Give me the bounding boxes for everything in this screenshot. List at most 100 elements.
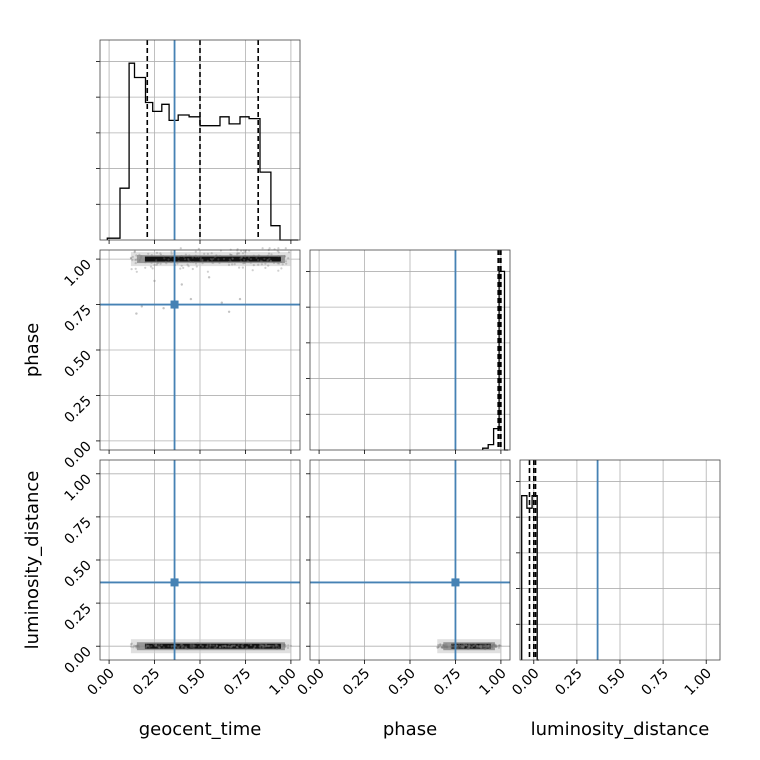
scatter-geocent_time-vs-luminosity_distance-sample (283, 643, 286, 647)
scatter-geocent_time-vs-phase-sample (187, 257, 190, 261)
scatter-geocent_time-vs-phase-sample (229, 253, 232, 256)
scatter-geocent_time-vs-phase-sample (191, 267, 194, 271)
scatter-geocent_time-vs-luminosity_distance-sample (230, 645, 233, 648)
scatter-geocent_time-vs-luminosity_distance-sample (265, 644, 268, 648)
scatter-phase-vs-luminosity_distance-sample (440, 646, 443, 649)
scatter-phase-vs-luminosity_distance-sample (498, 644, 501, 648)
scatter-geocent_time-vs-phase-sample (249, 258, 253, 261)
scatter-geocent_time-vs-phase-sample (192, 261, 195, 264)
scatter-geocent_time-vs-phase-truth-marker (170, 300, 179, 309)
scatter-geocent_time-vs-phase-sample (159, 262, 162, 265)
scatter-geocent_time-vs-phase-sample (140, 255, 143, 258)
scatter-geocent_time-vs-luminosity_distance-sample (158, 646, 161, 649)
scatter-geocent_time-vs-luminosity_distance-sample (219, 645, 222, 649)
scatter-geocent_time-vs-luminosity_distance-sample (209, 644, 212, 647)
scatter-geocent_time-vs-luminosity_distance-sample (197, 645, 200, 648)
scatter-geocent_time-vs-luminosity_distance-sample (192, 644, 195, 648)
scatter-geocent_time-vs-phase-sample (201, 262, 204, 265)
scatter-geocent_time-vs-phase-sample (197, 247, 200, 250)
scatter-geocent_time-vs-luminosity_distance-sample (252, 647, 256, 650)
scatter-geocent_time-vs-luminosity_distance-sample (205, 645, 208, 648)
scatter-geocent_time-vs-phase-sample (217, 258, 220, 261)
scatter-phase-vs-luminosity_distance-sample (490, 644, 494, 647)
scatter-phase-vs-luminosity_distance-sample (450, 645, 453, 648)
scatter-phase-vs-luminosity_distance-sample (476, 644, 479, 647)
scatter-geocent_time-vs-luminosity_distance-sample (247, 642, 250, 645)
scatter-phase-vs-luminosity_distance-sample (467, 644, 471, 648)
scatter-geocent_time-vs-luminosity_distance-truth-marker (170, 578, 179, 587)
scatter-geocent_time-vs-luminosity_distance-sample (155, 644, 158, 647)
scatter-geocent_time-vs-phase-sample (267, 258, 270, 262)
scatter-geocent_time-vs-phase-sample (131, 259, 134, 262)
scatter-geocent_time-vs-phase-sample (180, 254, 183, 258)
scatter-geocent_time-vs-luminosity_distance-sample (262, 646, 265, 649)
scatter-phase-vs-luminosity_distance-sample (460, 644, 463, 647)
ylabel-luminosity_distance: luminosity_distance (22, 471, 43, 650)
scatter-phase-vs-luminosity_distance-sample (499, 644, 502, 647)
scatter-geocent_time-vs-luminosity_distance-sample (209, 644, 212, 648)
scatter-geocent_time-vs-luminosity_distance-sample (177, 646, 180, 649)
scatter-phase-vs-luminosity_distance-sample (498, 644, 501, 647)
scatter-geocent_time-vs-luminosity_distance-sample (272, 646, 275, 649)
scatter-geocent_time-vs-luminosity_distance-sample (191, 646, 194, 649)
scatter-geocent_time-vs-luminosity_distance-sample (134, 645, 137, 648)
scatter-phase-vs-luminosity_distance-sample (491, 643, 494, 647)
scatter-geocent_time-vs-phase-sample (227, 261, 230, 264)
scatter-phase-vs-luminosity_distance-sample (480, 646, 483, 649)
scatter-geocent_time-vs-phase-sample (236, 252, 239, 255)
scatter-geocent_time-vs-luminosity_distance-sample (215, 645, 219, 648)
scatter-geocent_time-vs-luminosity_distance-sample (145, 646, 148, 649)
scatter-geocent_time-vs-luminosity_distance-sample (227, 645, 230, 648)
scatter-geocent_time-vs-luminosity_distance-sample (260, 644, 263, 647)
scatter-geocent_time-vs-luminosity_distance-sample (229, 646, 232, 649)
scatter-geocent_time-vs-phase-outlier-6 (135, 312, 138, 315)
scatter-geocent_time-vs-luminosity_distance-sample (226, 645, 230, 648)
scatter-geocent_time-vs-phase-sample (210, 258, 214, 261)
scatter-geocent_time-vs-phase-sample (129, 256, 132, 259)
scatter-geocent_time-vs-phase-sample (206, 270, 209, 273)
scatter-phase-vs-luminosity_distance-sample (487, 644, 490, 648)
scatter-geocent_time-vs-luminosity_distance-sample (194, 645, 197, 648)
scatter-geocent_time-vs-luminosity_distance-sample (192, 643, 195, 646)
scatter-geocent_time-vs-phase-sample (210, 252, 213, 255)
scatter-geocent_time-vs-luminosity_distance-sample (254, 645, 257, 648)
scatter-phase-vs-luminosity_distance-sample (443, 646, 446, 649)
scatter-phase-vs-luminosity_distance-sample (475, 645, 479, 648)
scatter-phase-vs-luminosity_distance-sample (474, 643, 477, 646)
scatter-phase-vs-luminosity_distance-sample (439, 644, 442, 647)
scatter-geocent_time-vs-phase-sample (268, 257, 271, 260)
scatter-geocent_time-vs-luminosity_distance-sample (201, 645, 204, 648)
scatter-geocent_time-vs-phase-sample (176, 262, 179, 265)
scatter-phase-vs-luminosity_distance-sample (483, 645, 486, 648)
scatter-geocent_time-vs-luminosity_distance-sample (224, 645, 227, 648)
scatter-geocent_time-vs-luminosity_distance-sample (184, 646, 187, 649)
scatter-geocent_time-vs-luminosity_distance-sample (145, 643, 148, 646)
scatter-geocent_time-vs-luminosity_distance-sample (284, 644, 287, 647)
scatter-geocent_time-vs-phase-sample (139, 256, 142, 259)
scatter-geocent_time-vs-luminosity_distance-sample (261, 645, 265, 648)
scatter-phase-vs-luminosity_distance-sample (446, 646, 449, 649)
scatter-geocent_time-vs-luminosity_distance-sample (148, 646, 151, 649)
scatter-phase-vs-luminosity_distance-sample (450, 645, 453, 648)
scatter-geocent_time-vs-luminosity_distance-sample (223, 644, 226, 648)
scatter-phase-vs-luminosity_distance-sample (487, 646, 490, 649)
scatter-geocent_time-vs-phase-sample (199, 256, 202, 260)
scatter-phase-vs-luminosity_distance-sample (473, 645, 476, 648)
scatter-geocent_time-vs-luminosity_distance-sample (155, 643, 158, 646)
scatter-geocent_time-vs-luminosity_distance-sample (268, 645, 271, 648)
scatter-geocent_time-vs-luminosity_distance-sample (283, 645, 286, 648)
scatter-phase-vs-luminosity_distance-sample (457, 644, 460, 648)
scatter-phase-vs-luminosity_distance-sample (482, 646, 485, 649)
scatter-geocent_time-vs-phase-sample (229, 260, 232, 263)
scatter-phase-vs-luminosity_distance-sample (467, 644, 470, 647)
scatter-geocent_time-vs-phase-sample (244, 255, 247, 258)
scatter-phase-vs-luminosity_distance-sample (451, 645, 454, 648)
scatter-geocent_time-vs-luminosity_distance-sample (206, 644, 209, 648)
scatter-geocent_time-vs-luminosity_distance-sample (264, 645, 267, 648)
scatter-phase-vs-luminosity_distance-sample (445, 643, 448, 646)
scatter-phase-vs-luminosity_distance-sample (493, 643, 496, 646)
scatter-phase-vs-luminosity_distance-sample (484, 644, 487, 647)
scatter-phase-vs-luminosity_distance-sample (465, 644, 468, 647)
scatter-geocent_time-vs-luminosity_distance-sample (130, 645, 133, 648)
scatter-phase-vs-luminosity_distance-sample (450, 643, 454, 646)
